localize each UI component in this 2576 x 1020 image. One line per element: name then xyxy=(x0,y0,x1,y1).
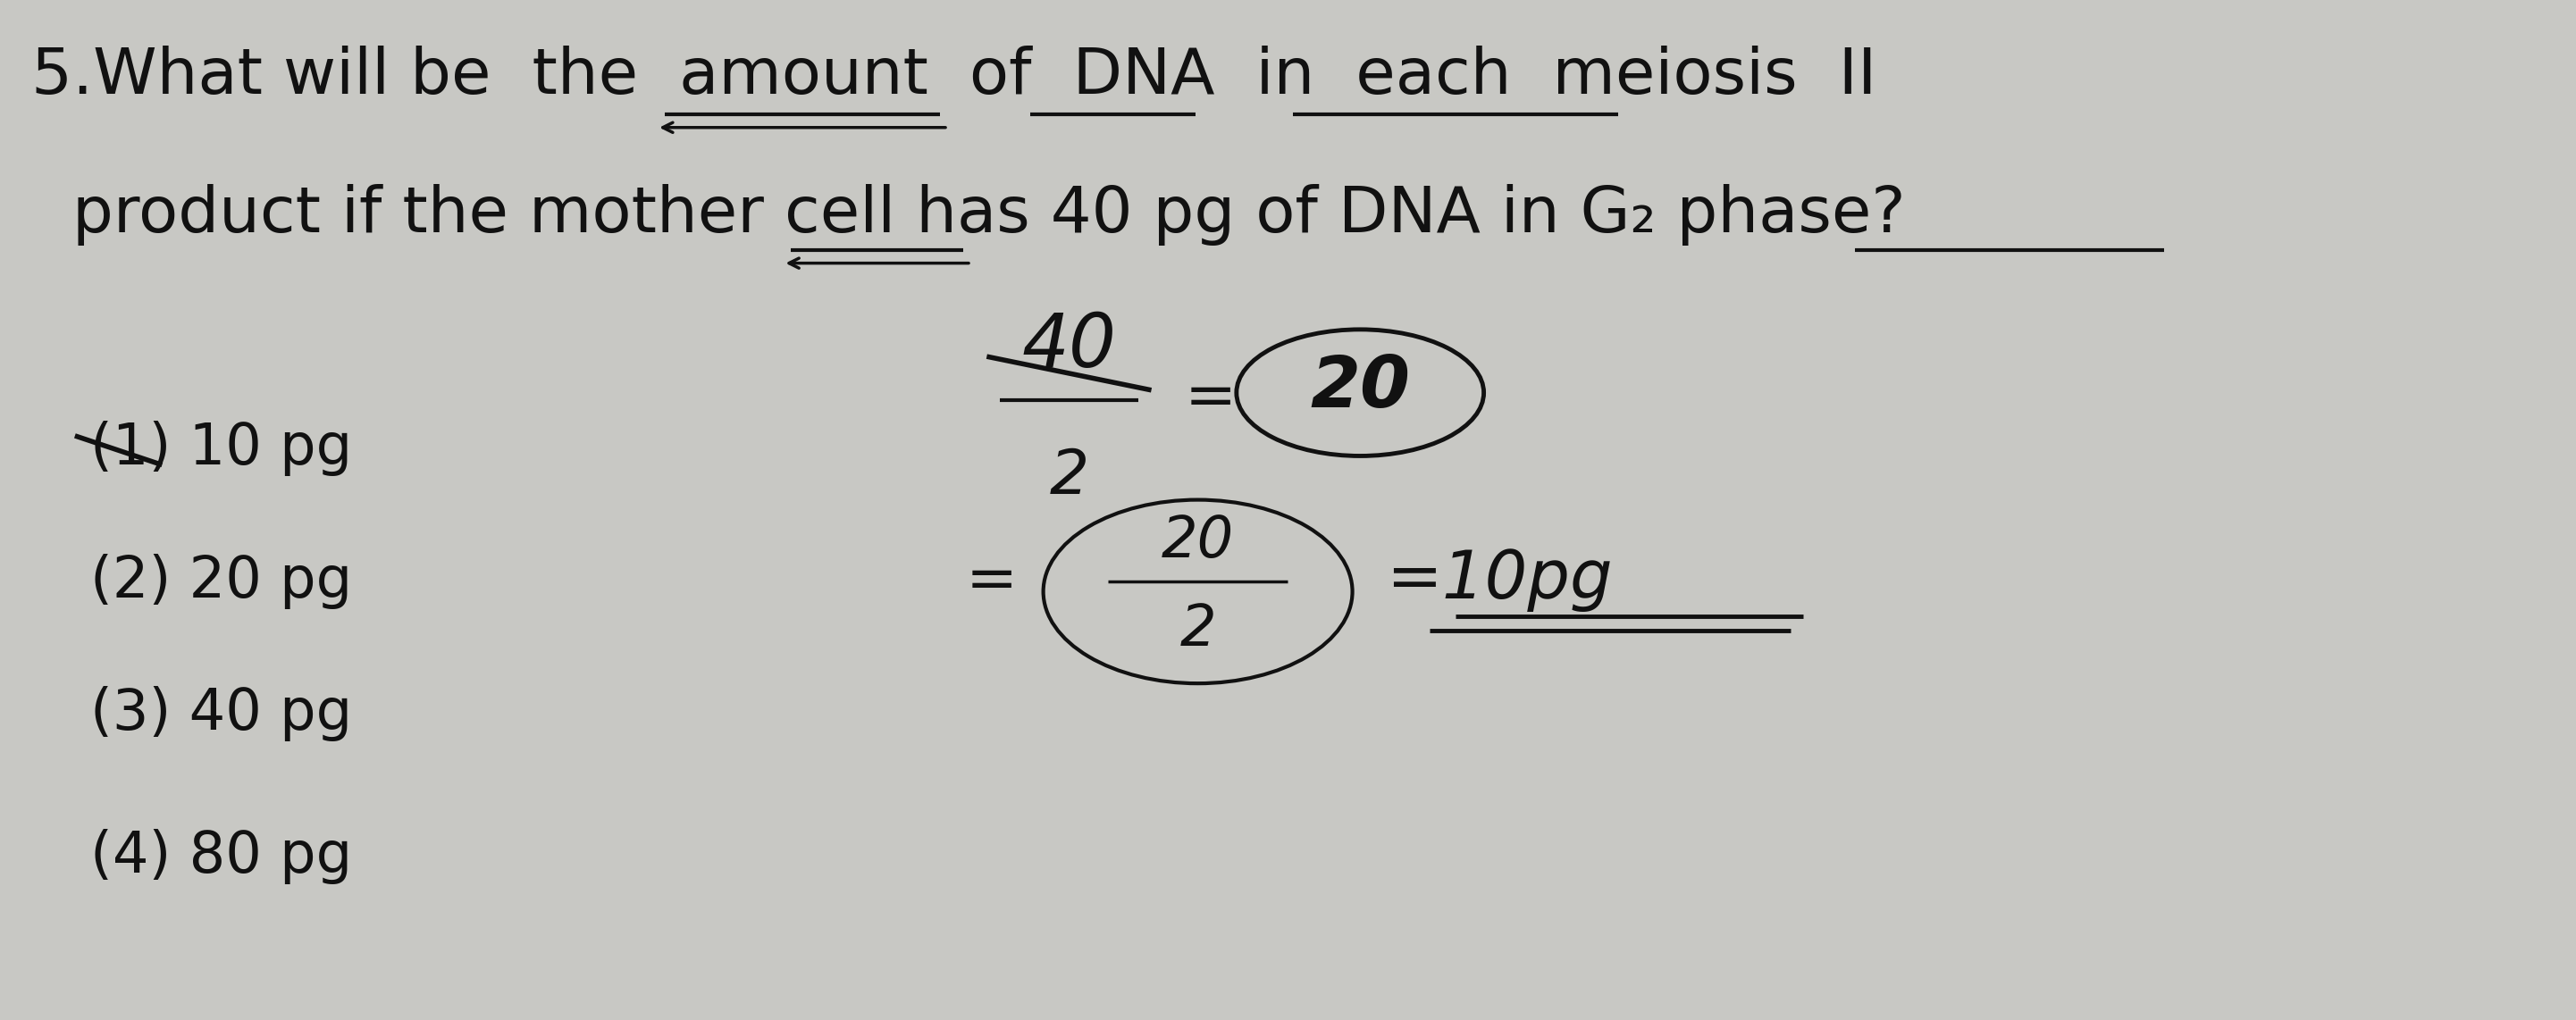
Text: 20: 20 xyxy=(1311,353,1409,422)
Text: 5.What will be  the  amount  of  DNA  in  each  meiosis  II: 5.What will be the amount of DNA in each… xyxy=(31,46,1875,107)
Text: 2: 2 xyxy=(1180,602,1216,657)
Text: (2) 20 pg: (2) 20 pg xyxy=(90,554,353,609)
Text: 40: 40 xyxy=(1023,310,1115,382)
Text: 2: 2 xyxy=(1048,447,1090,507)
Text: =: = xyxy=(1185,368,1236,427)
Text: 20: 20 xyxy=(1162,514,1234,569)
Text: =: = xyxy=(966,552,1018,611)
Text: (1) 10 pg: (1) 10 pg xyxy=(90,421,353,476)
Text: product if the mother cell has 40 pg of DNA in G₂ phase?: product if the mother cell has 40 pg of … xyxy=(31,184,1906,245)
Text: =10pg: =10pg xyxy=(1386,547,1613,612)
Text: (4) 80 pg: (4) 80 pg xyxy=(90,829,353,884)
Text: (3) 40 pg: (3) 40 pg xyxy=(90,686,353,742)
